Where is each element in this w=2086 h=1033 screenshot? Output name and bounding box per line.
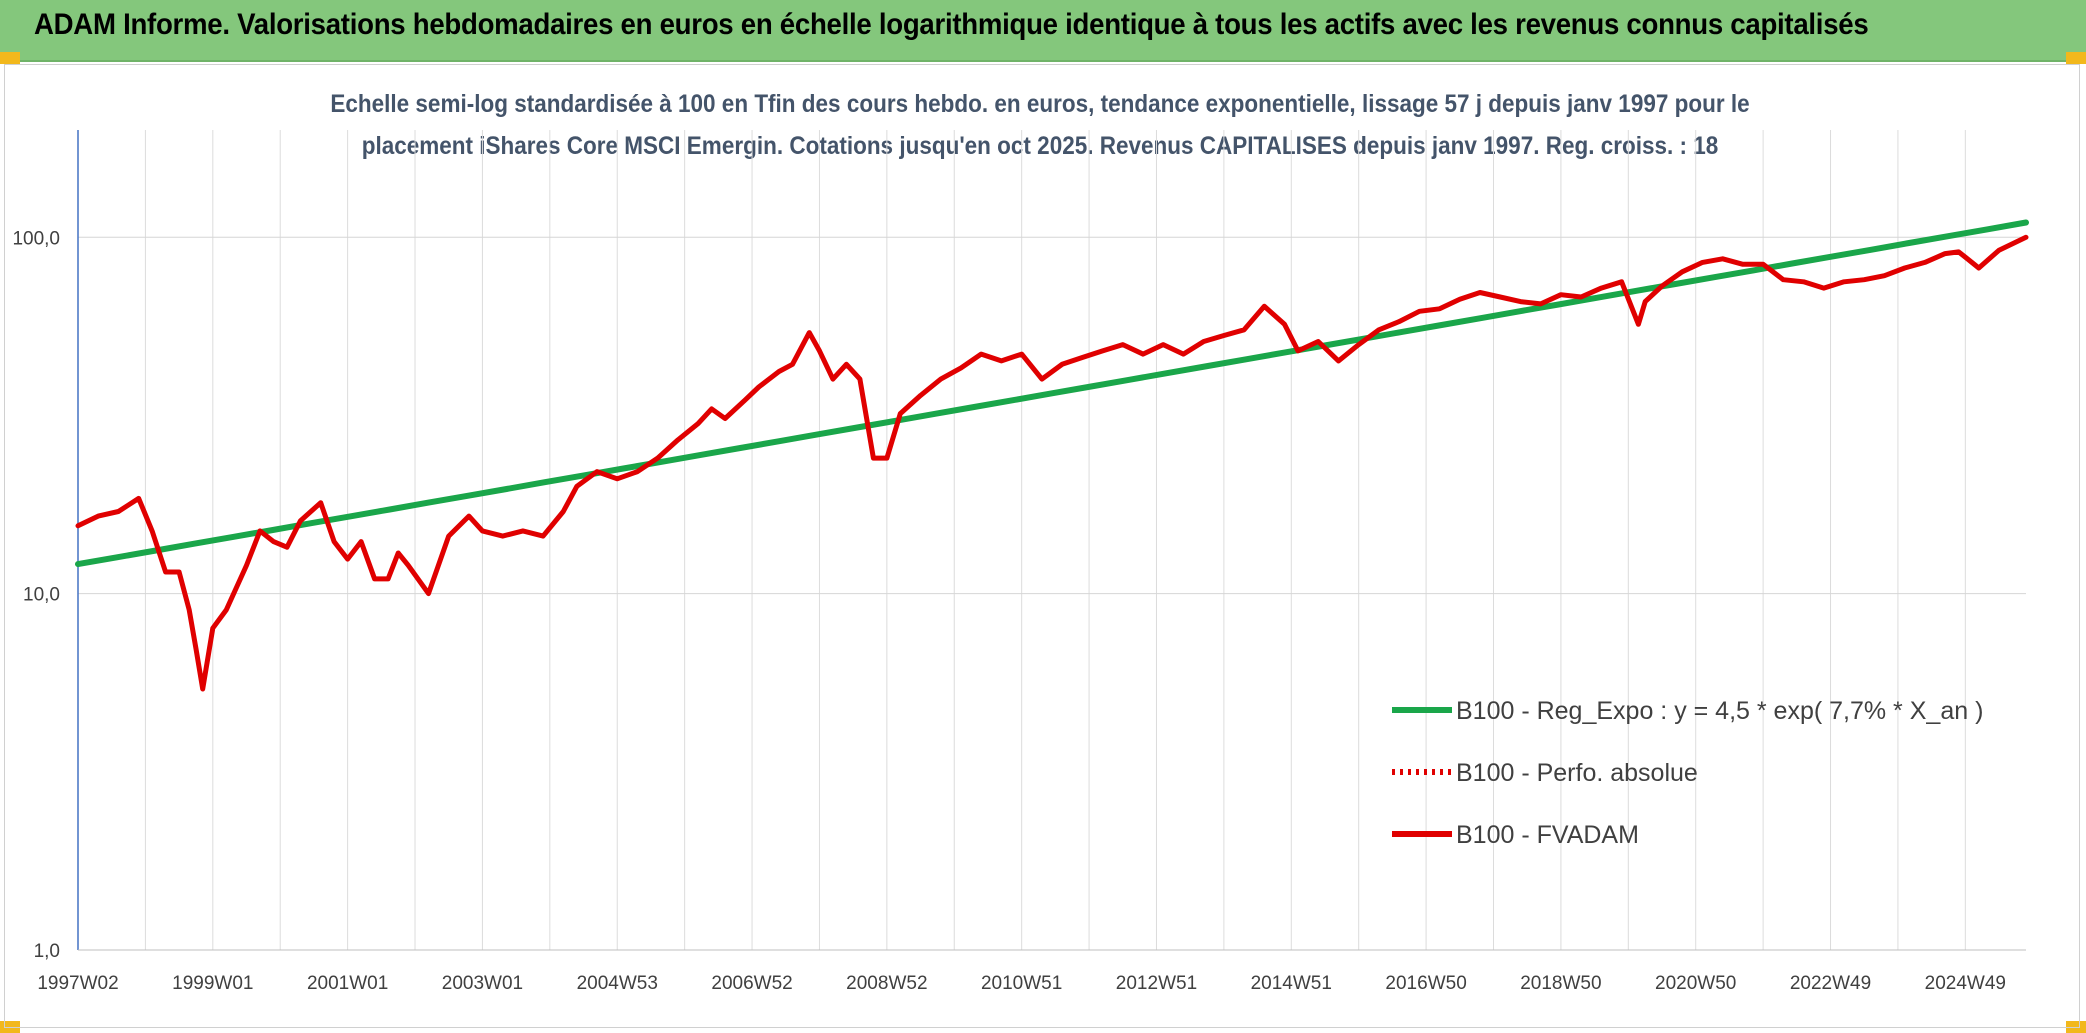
x-tick-label: 2014W51 [1251, 973, 1332, 994]
chart-subtitle-line-2: placement iShares Core MSCI Emergin. Cot… [361, 132, 1719, 160]
x-tick-label: 2010W51 [981, 973, 1062, 994]
legend: B100 - Reg_Expo : y = 4,5 * exp( 7,7% * … [1392, 697, 1983, 849]
x-tick-label: 2006W52 [711, 973, 792, 994]
corner-marker-tl [0, 52, 20, 64]
series-line-3 [75, 234, 2029, 692]
header-banner: ADAM Informe. Valorisations hebdomadaire… [0, 0, 2086, 62]
y-tick-label: 10,0 [23, 585, 60, 606]
chart-frame [4, 64, 2080, 1028]
series-layer [75, 219, 2029, 692]
x-tick-label: 2024W49 [1925, 973, 2006, 994]
horizontal-gridlines [78, 236, 2026, 951]
legend-label-2: B100 - Perfo. absolue [1456, 759, 1698, 787]
x-tick-label: 2004W53 [577, 973, 658, 994]
series-line-1 [75, 219, 2029, 568]
x-tick-label: 2020W50 [1655, 973, 1736, 994]
y-tick-label: 100,0 [12, 228, 60, 249]
x-tick-label: 2003W01 [442, 973, 523, 994]
x-tick-label: 2016W50 [1385, 973, 1466, 994]
legend-label-1: B100 - Reg_Expo : y = 4,5 * exp( 7,7% * … [1456, 697, 1983, 725]
chart-subtitle-line-1: Echelle semi-log standardisée à 100 en T… [330, 90, 1750, 118]
x-tick-label: 2001W01 [307, 973, 388, 994]
x-tick-label: 1997W02 [37, 973, 118, 994]
y-tick-label: 1,0 [34, 941, 60, 962]
corner-marker-tr [2066, 52, 2086, 64]
x-tick-label: 1999W01 [172, 973, 253, 994]
x-tick-labels: 1997W02 1999W01 2001W01 2003W01 2004W53 2006W… [37, 973, 2006, 994]
x-tick-label: 2008W52 [846, 973, 927, 994]
x-tick-label: 2012W51 [1116, 973, 1197, 994]
x-tick-label: 2022W49 [1790, 973, 1871, 994]
x-tick-label: 2018W50 [1520, 973, 1601, 994]
page-title: ADAM Informe. Valorisations hebdomadaire… [34, 8, 1869, 41]
y-tick-labels: 1,0 10,0 100,0 [12, 228, 60, 962]
legend-label-3: B100 - FVADAM [1456, 821, 1639, 849]
